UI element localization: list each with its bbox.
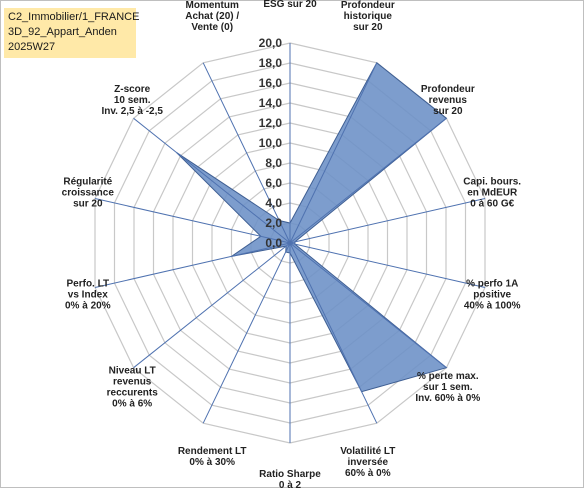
axis-spoke-2 (289, 117, 447, 244)
r-tick-label: 8,0 (265, 156, 282, 170)
axis-label-line: Vente (0) (191, 22, 233, 33)
axis-label-10: Perfo. LT vs Index 0% à 20% (65, 279, 111, 312)
axis-spoke-6 (289, 242, 378, 424)
axis-spoke-5 (289, 242, 447, 369)
axis-label-line: reccurents (107, 387, 159, 398)
axis-label-9: Niveau LT revenus reccurents 0% à 6% (107, 365, 159, 409)
axis-label-line: historique (344, 11, 393, 22)
axis-label-7: Ratio Sharpe 0 à 2 (259, 469, 321, 488)
axis-label-line: Volatilité LT (340, 446, 395, 457)
axis-label-line: % perfo 1A (466, 279, 518, 290)
r-tick-label: 6,0 (265, 176, 282, 190)
axis-label-line: Régularité (63, 176, 112, 187)
axis-spoke-9 (133, 242, 291, 369)
axis-label-line: Achat (20) / (185, 11, 239, 22)
axis-label-12: Z-score 10 sem. Inv. 2,5 à -2,5 (101, 84, 163, 117)
axis-label-line: croissance (62, 187, 115, 198)
axis-label-5: % perte max. sur 1 sem. Inv. 60% à 0% (415, 371, 480, 404)
badge-line-fund: 3D_92_Appart_Anden (8, 26, 117, 38)
axis-spoke-3 (289, 198, 486, 244)
r-tick-label: 18,0 (259, 56, 283, 70)
r-tick-label: 12,0 (259, 116, 283, 130)
axis-label-line: 10 sem. (114, 95, 151, 106)
r-tick-label: 0,0 (265, 236, 282, 250)
axis-label-line: vs Index (68, 290, 108, 301)
axis-label-line: sur 20 (73, 198, 103, 209)
axis-spoke-4 (289, 242, 486, 288)
r-tick-label: 10,0 (259, 136, 283, 150)
axis-label-line: 0% à 6% (112, 398, 152, 409)
axis-label-line: Momentum (186, 0, 239, 11)
axis-label-line: Profondeur (341, 0, 395, 11)
axis-label-line: Inv. 60% à 0% (415, 393, 480, 404)
axis-label-line: en MdEUR (467, 187, 518, 198)
axis-label-line: Niveau LT (109, 365, 156, 376)
axis-label-8: Rendement LT 0% à 30% (178, 446, 247, 468)
axis-label-line: revenus (429, 95, 468, 106)
axis-label-line: Inv. 2,5 à -2,5 (101, 106, 163, 117)
r-tick-label: 14,0 (259, 96, 283, 110)
axis-label-line: Z-score (114, 84, 151, 95)
axis-label-13: Momentum Achat (20) / Vente (0) (185, 0, 239, 33)
axis-label-line: ESG sur 20 (263, 0, 317, 10)
axis-label-line: sur 1 sem. (423, 382, 473, 393)
axis-label-line: inversée (348, 457, 389, 468)
axis-spoke-11 (94, 198, 291, 244)
axis-label-line: 0 à 60 G€ (470, 198, 514, 209)
r-tick-label: 4,0 (265, 196, 282, 210)
axis-label-line: Perfo. LT (67, 279, 110, 290)
axis-label-line: sur 20 (353, 22, 383, 33)
badge-line-week: 2025W27 (8, 41, 56, 53)
axis-label-line: 0% à 30% (189, 457, 235, 468)
axis-label-line: Capi. bours. (463, 176, 521, 187)
axis-label-3: Capi. bours. en MdEUR 0 à 60 G€ (463, 176, 521, 209)
axis-label-line: Rendement LT (178, 446, 247, 457)
axis-label-4: % perfo 1A positive 40% à 100% (464, 279, 521, 312)
fund-label-badge: C2_Immobilier/1_FRANCE 3D_92_Appart_Ande… (4, 8, 140, 58)
axis-label-line: % perte max. (417, 371, 479, 382)
axis-label-6: Volatilité LT inversée 60% à 0% (340, 446, 395, 479)
axis-label-line: Ratio Sharpe (259, 469, 321, 480)
axis-label-11: Régularité croissance sur 20 (62, 176, 115, 209)
axis-label-line: positive (473, 290, 511, 301)
axis-label-line: 0% à 20% (65, 301, 111, 312)
badge-line-category: C2_Immobilier/1_FRANCE (8, 11, 140, 23)
axis-label-line: 60% à 0% (345, 468, 391, 479)
axis-spoke-12 (133, 117, 291, 244)
r-tick-label: 16,0 (259, 76, 283, 90)
axis-spoke-8 (202, 242, 291, 424)
axis-label-2: Profondeur revenus sur 20 (421, 84, 475, 117)
data-series-area (176, 62, 448, 393)
axis-label-line: 0 à 2 (279, 480, 302, 488)
r-tick-label: 2,0 (265, 216, 282, 230)
r-tick-label: 20,0 (259, 36, 283, 50)
axis-label-line: sur 20 (433, 106, 463, 117)
axis-spoke-10 (94, 242, 291, 288)
axis-label-line: Profondeur (421, 84, 475, 95)
axis-spoke-1 (289, 62, 378, 244)
axis-label-line: revenus (113, 376, 152, 387)
axis-spoke-13 (202, 62, 291, 244)
axis-label-line: 40% à 100% (464, 301, 521, 312)
axis-label-0: NoteESG sur 20 (263, 0, 317, 10)
axis-label-1: Profondeur historique sur 20 (341, 0, 395, 33)
